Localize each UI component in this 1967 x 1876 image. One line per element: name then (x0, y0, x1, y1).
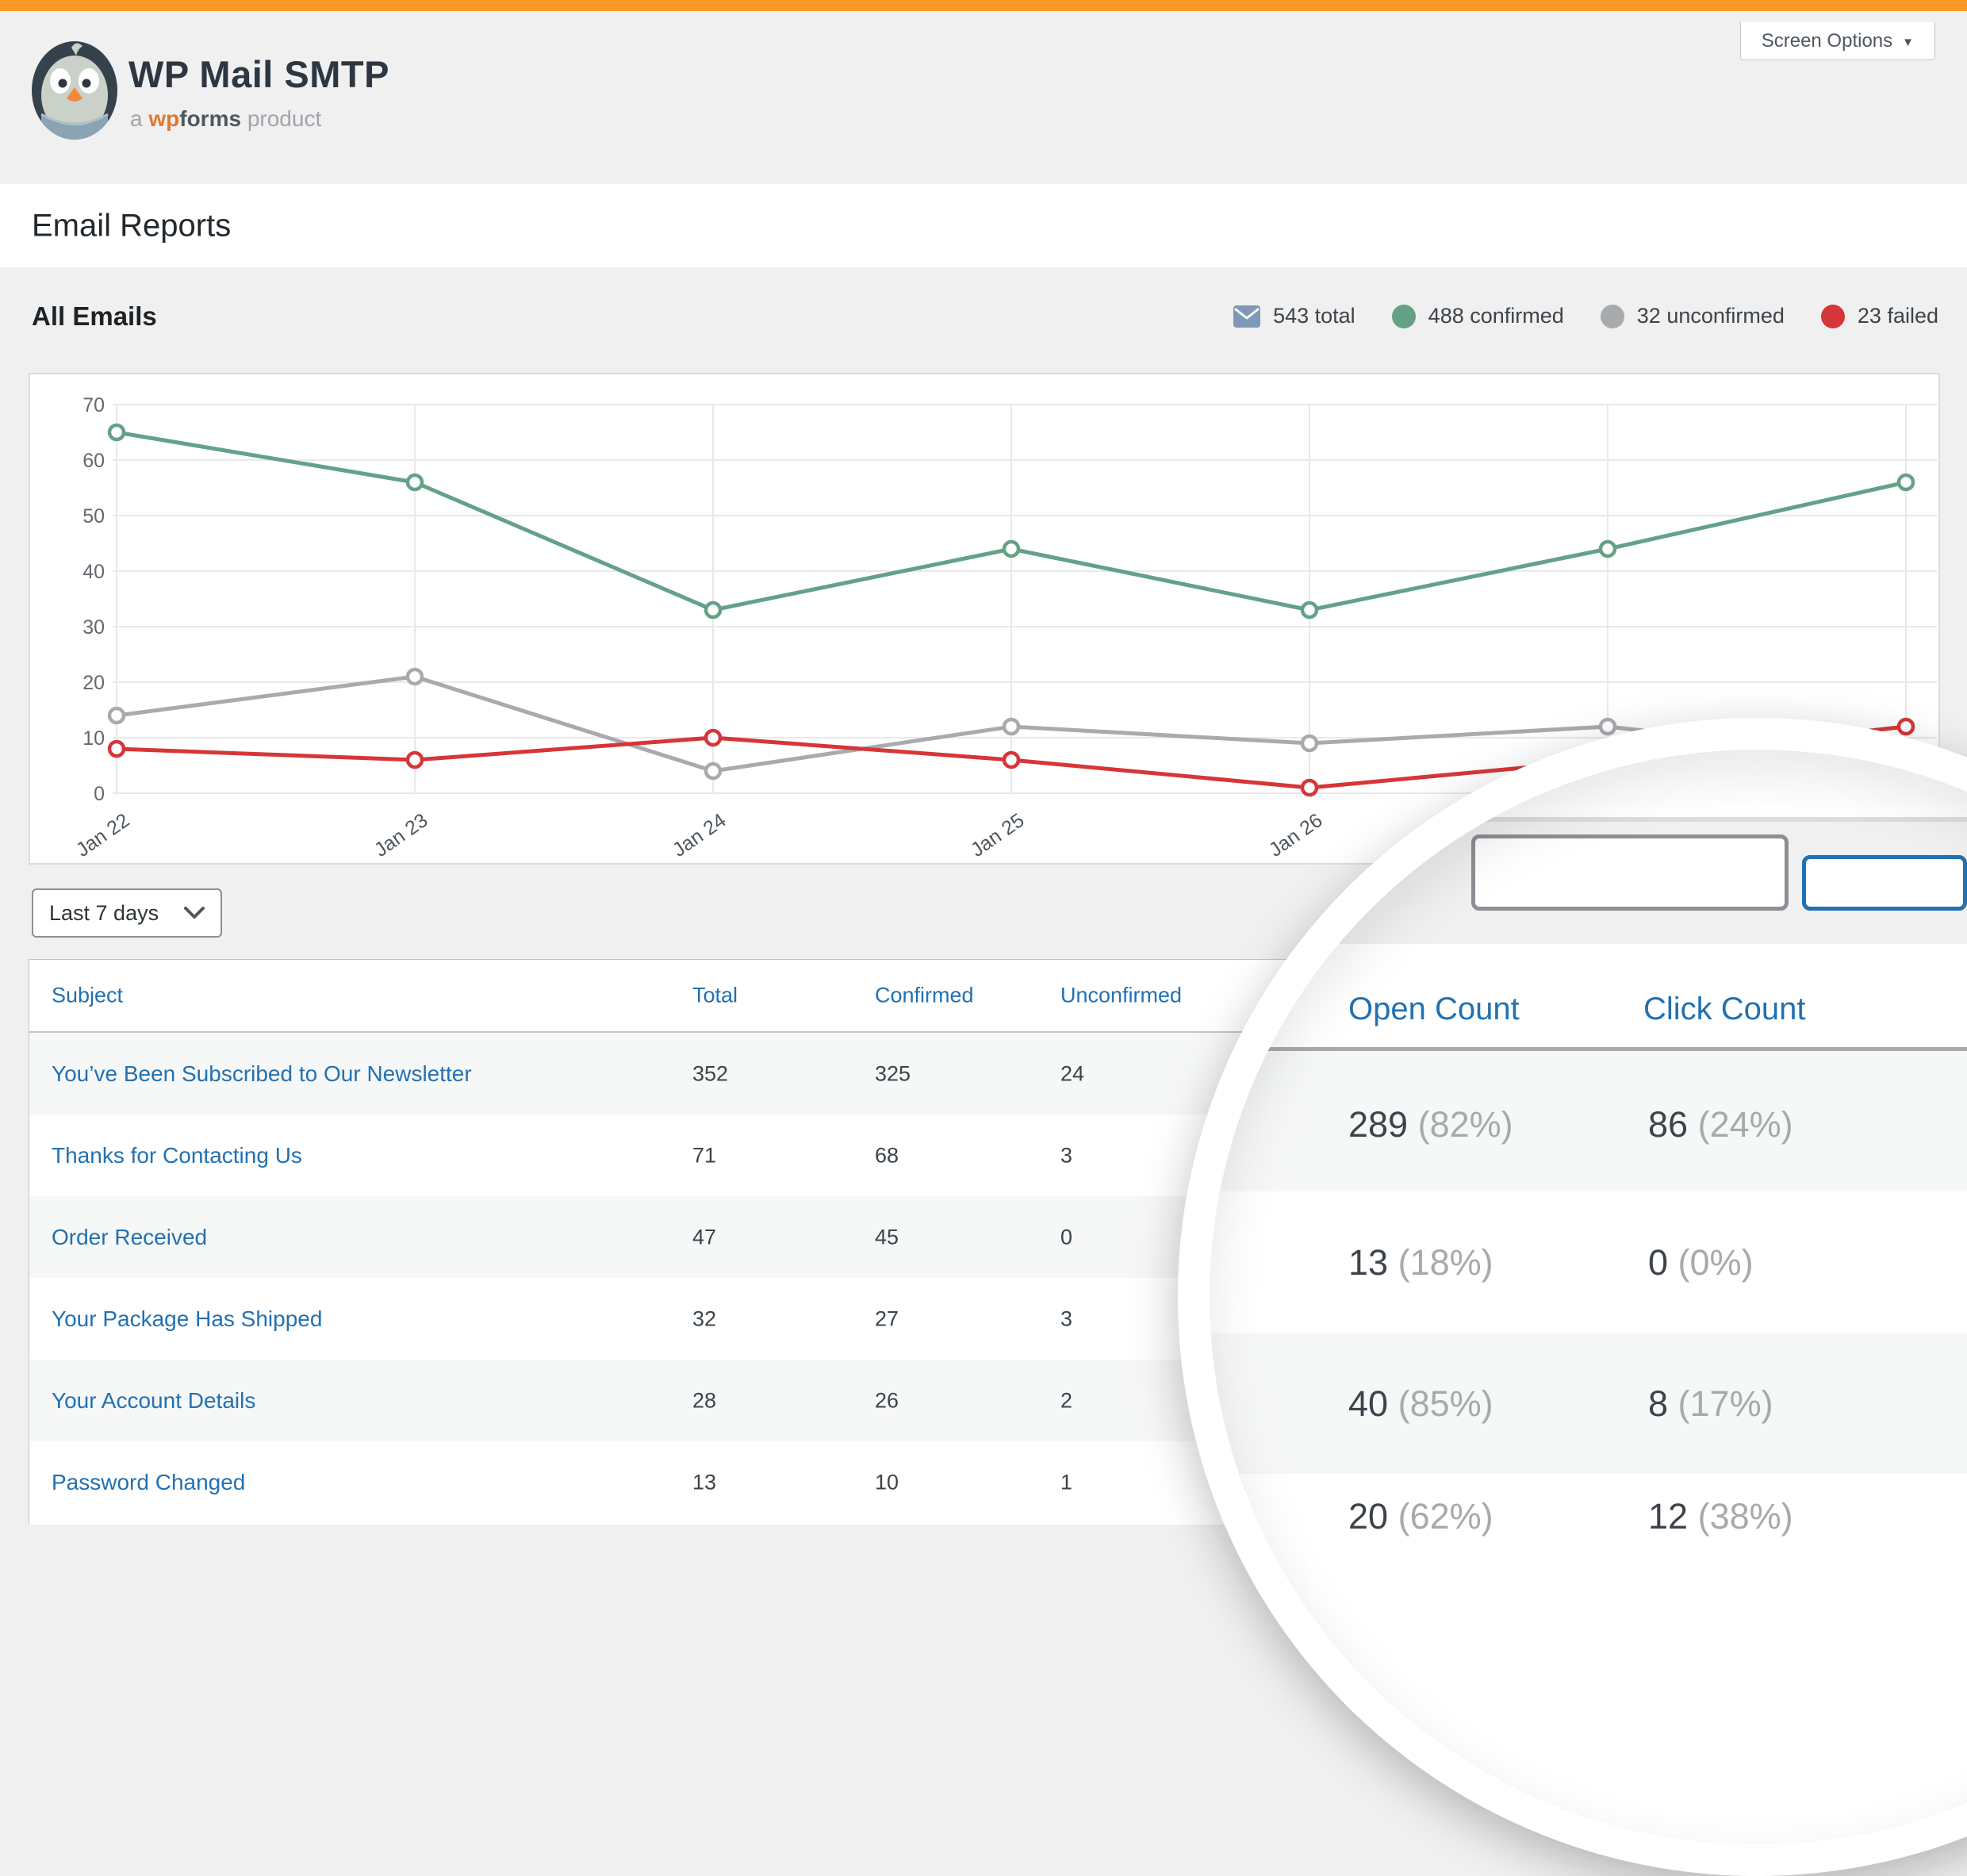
cell-unconfirmed: 1 (1060, 1470, 1073, 1494)
legend-label-failed: 23 failed (1857, 304, 1938, 328)
svg-text:70: 70 (82, 394, 105, 416)
subject-link[interactable]: Your Account Details (52, 1387, 256, 1413)
tagline-suffix: product (247, 106, 322, 131)
tagline-wp: wp (148, 106, 180, 131)
pigeon-mascot-icon (32, 41, 117, 140)
emails-chart-card: 0 10 20 30 40 50 60 70 Jan 22 Jan 23 Jan 24 Jan 25 J… (29, 373, 1940, 865)
cell-unconfirmed: 3 (1060, 1306, 1073, 1330)
svg-text:30: 30 (82, 616, 105, 639)
unconfirmed-dot-icon (1600, 304, 1624, 328)
chevron-down-icon (184, 907, 205, 919)
svg-text:Jan 27: Jan 27 (1563, 809, 1625, 861)
tagline-prefix: a (130, 106, 143, 131)
date-range-value: Last 7 days (49, 900, 159, 925)
cell-confirmed: 45 (875, 1225, 899, 1249)
table-row: Your Package Has Shipped 32 27 3 (29, 1278, 1939, 1360)
cell-confirmed: 10 (875, 1470, 899, 1494)
top-accent-bar (0, 0, 1967, 11)
brand-title: WP Mail SMTP (128, 53, 389, 95)
column-header-subject[interactable]: Subject (52, 983, 124, 1007)
screen-options-label: Screen Options (1761, 29, 1893, 52)
svg-text:40: 40 (82, 561, 105, 583)
column-header-unconfirmed[interactable]: Unconfirmed (1060, 983, 1183, 1007)
svg-text:60: 60 (82, 450, 105, 472)
wp-mail-smtp-logo (30, 38, 119, 141)
cell-total: 71 (692, 1143, 717, 1167)
table-row: Password Changed 13 10 1 2 (29, 1441, 1939, 1523)
svg-text:10: 10 (82, 727, 105, 750)
svg-text:Jan 23: Jan 23 (370, 809, 432, 861)
emails-line-chart: 0 10 20 30 40 50 60 70 Jan 22 Jan 23 Jan 24 Jan 25 J… (72, 394, 1937, 861)
cell-confirmed: 68 (875, 1143, 899, 1167)
svg-text:50: 50 (82, 505, 105, 528)
subject-link[interactable]: Order Received (52, 1224, 208, 1249)
cell-unconfirmed: 24 (1060, 1061, 1085, 1085)
email-reports-table: Subject Total Confirmed Unconfirmed You’… (29, 959, 1940, 1525)
table-row: You’ve Been Subscribed to Our Newsletter… (29, 1033, 1939, 1114)
svg-text:Jan 28: Jan 28 (1862, 809, 1923, 861)
page-title: Email Reports (32, 208, 232, 243)
screen-options-button[interactable]: Screen Options ▼ (1739, 22, 1935, 60)
svg-text:Jan 26: Jan 26 (1265, 809, 1327, 861)
table-row: Your Account Details 28 26 2 (29, 1360, 1939, 1441)
cell-confirmed: 27 (875, 1306, 899, 1330)
cell-unconfirmed: 0 (1060, 1225, 1073, 1249)
table-row: Order Received 47 45 0 (29, 1196, 1939, 1278)
svg-text:0: 0 (94, 783, 105, 805)
svg-text:Jan 25: Jan 25 (967, 809, 1029, 861)
subject-link[interactable]: You’ve Been Subscribed to Our Newsletter (52, 1061, 472, 1086)
table-header-row: Subject Total Confirmed Unconfirmed (29, 960, 1939, 1033)
cell-unconfirmed: 2 (1060, 1388, 1073, 1412)
envelope-icon (1233, 305, 1261, 328)
cell-confirmed: 26 (875, 1388, 899, 1412)
svg-text:Jan 24: Jan 24 (669, 809, 730, 861)
cell-total: 47 (692, 1225, 717, 1249)
cell-failed: 2 (1235, 1470, 1248, 1494)
subject-link[interactable]: Your Package Has Shipped (52, 1306, 323, 1331)
legend-label-unconfirmed: 32 unconfirmed (1636, 304, 1785, 328)
failed-dot-icon (1820, 304, 1845, 328)
plugin-header: WP Mail SMTP a wpforms product Screen Op… (0, 11, 1967, 184)
column-header-total[interactable]: Total (692, 983, 738, 1007)
cell-unconfirmed: 3 (1060, 1143, 1073, 1167)
column-header-confirmed[interactable]: Confirmed (875, 983, 974, 1007)
legend-item-failed: 23 failed (1820, 304, 1938, 328)
chevron-down-icon: ▼ (1902, 36, 1914, 49)
svg-text:Jan 22: Jan 22 (72, 809, 134, 861)
subject-link[interactable]: Password Changed (52, 1469, 246, 1494)
confirmed-dot-icon (1391, 304, 1416, 328)
legend-label-confirmed: 488 confirmed (1428, 304, 1564, 328)
legend-label-total: 543 total (1273, 304, 1355, 328)
legend-item-confirmed: 488 confirmed (1391, 304, 1564, 328)
section-title: All Emails (32, 301, 157, 331)
table-row: Thanks for Contacting Us 71 68 3 (29, 1114, 1939, 1196)
date-range-select[interactable]: Last 7 days (32, 888, 222, 938)
cell-total: 13 (692, 1470, 717, 1494)
cell-confirmed: 325 (875, 1061, 911, 1085)
legend-item-total: 543 total (1233, 304, 1355, 328)
cell-total: 28 (692, 1388, 717, 1412)
cell-total: 32 (692, 1306, 717, 1330)
subject-link[interactable]: Thanks for Contacting Us (52, 1142, 302, 1168)
chart-legend: 543 total 488 confirmed 32 unconfirmed 2… (1233, 304, 1938, 328)
cell-total: 352 (692, 1061, 729, 1085)
tagline-forms: forms (179, 106, 242, 131)
brand-tagline: a wpforms product (130, 106, 321, 132)
page-title-band: Email Reports (0, 184, 1967, 267)
legend-item-unconfirmed: 32 unconfirmed (1600, 304, 1785, 328)
svg-text:20: 20 (82, 672, 105, 694)
